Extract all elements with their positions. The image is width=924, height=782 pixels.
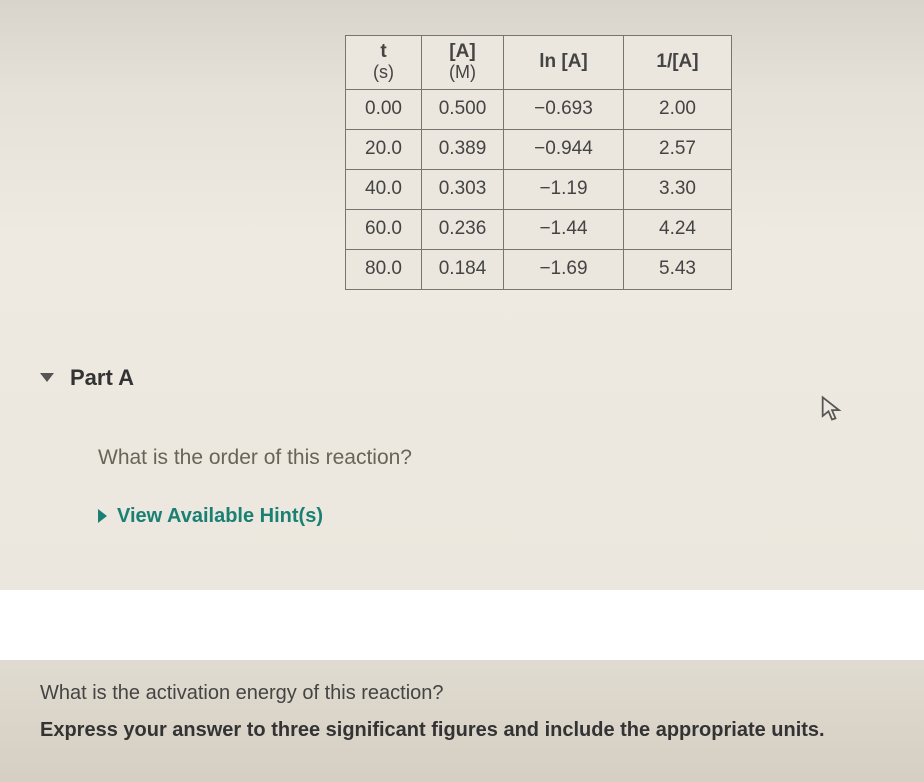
table-cell: 60.0	[346, 209, 422, 249]
table-cell: 40.0	[346, 169, 422, 209]
table-cell: 0.500	[422, 89, 504, 129]
table-cell: 2.00	[624, 89, 732, 129]
header-t-top: t	[356, 42, 411, 63]
table-header-inverse-a: 1/[A]	[624, 36, 732, 90]
table-header-time: t (s)	[346, 36, 422, 90]
table-row: 60.00.236−1.444.24	[346, 209, 732, 249]
table-cell: −0.944	[504, 129, 624, 169]
table-cell: 80.0	[346, 249, 422, 289]
table-cell: 0.184	[422, 249, 504, 289]
part-title: Part A	[70, 365, 134, 391]
chevron-down-icon	[40, 373, 54, 382]
table-cell: 2.57	[624, 129, 732, 169]
cursor-icon	[820, 395, 844, 428]
table-cell: 0.389	[422, 129, 504, 169]
data-table: t (s) [A] (M) ln [A] 1/[A] 0.000.500−0.6…	[345, 35, 732, 290]
question-text: What is the order of this reaction?	[98, 446, 924, 470]
table-cell: 0.303	[422, 169, 504, 209]
header-ln: ln [A]	[514, 52, 613, 73]
table-cell: 3.30	[624, 169, 732, 209]
table-cell: −1.44	[504, 209, 624, 249]
header-a-top: [A]	[432, 42, 493, 63]
chevron-right-icon	[98, 509, 107, 523]
part-a-toggle[interactable]: Part A	[40, 365, 924, 391]
page-gap	[0, 590, 924, 660]
header-inv: 1/[A]	[634, 52, 721, 73]
table-row: 80.00.184−1.695.43	[346, 249, 732, 289]
table-cell: −0.693	[504, 89, 624, 129]
table-row: 0.000.500−0.6932.00	[346, 89, 732, 129]
table-cell: −1.69	[504, 249, 624, 289]
table-header-concentration: [A] (M)	[422, 36, 504, 90]
header-a-bot: (M)	[432, 63, 493, 83]
table-cell: 5.43	[624, 249, 732, 289]
table-cell: 4.24	[624, 209, 732, 249]
table-cell: 0.00	[346, 89, 422, 129]
table-cell: −1.19	[504, 169, 624, 209]
table-cell: 20.0	[346, 129, 422, 169]
view-hints-link[interactable]: View Available Hint(s)	[98, 505, 924, 528]
table-cell: 0.236	[422, 209, 504, 249]
table-row: 20.00.389−0.9442.57	[346, 129, 732, 169]
table-header-ln-a: ln [A]	[504, 36, 624, 90]
bottom-question: What is the activation energy of this re…	[40, 682, 884, 705]
header-t-bot: (s)	[356, 63, 411, 83]
bottom-instruction: Express your answer to three significant…	[40, 719, 884, 742]
hint-label: View Available Hint(s)	[117, 505, 323, 528]
table-row: 40.00.303−1.193.30	[346, 169, 732, 209]
